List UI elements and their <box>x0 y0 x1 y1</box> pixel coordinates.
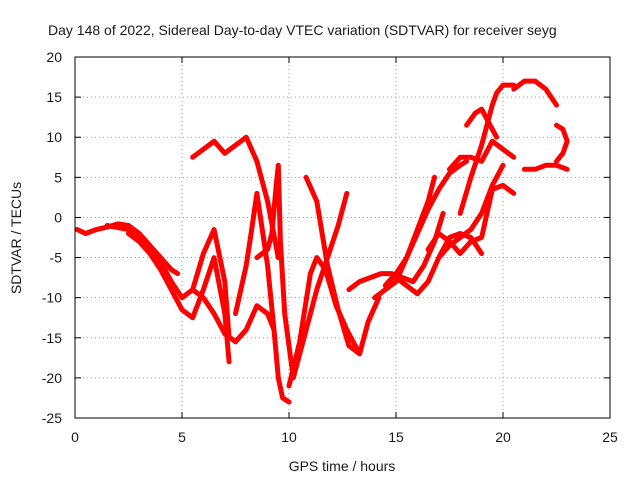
y-tick-label: 10 <box>46 129 62 145</box>
series-arc-21 <box>554 122 570 164</box>
x-tick-label: 20 <box>495 429 511 445</box>
y-tick-label: 5 <box>54 169 62 185</box>
series-arc-2 <box>104 223 232 341</box>
series-arc-19 <box>511 78 559 108</box>
chart-title: Day 148 of 2022, Sidereal Day-to-day VTE… <box>48 22 557 38</box>
x-tick-labels: 0 5 10 15 20 25 <box>71 429 618 445</box>
series-arc-14 <box>425 182 517 256</box>
x-tick-label: 5 <box>178 429 186 445</box>
series-arc-9 <box>303 174 382 357</box>
y-tick-label: -25 <box>42 410 62 426</box>
y-tick-label: -10 <box>42 290 62 306</box>
y-tick-label: 20 <box>46 49 62 65</box>
series-arc-1 <box>74 221 181 277</box>
series-arc-3 <box>126 231 232 365</box>
series-arc-15 <box>436 162 506 261</box>
x-tick-label: 0 <box>71 429 79 445</box>
y-tick-label: 0 <box>54 209 62 225</box>
grid-lines <box>75 57 610 418</box>
y-tick-labels: 20 15 10 5 0 -5 -10 -15 -20 -25 <box>42 49 62 426</box>
y-tick-label: -15 <box>42 330 62 346</box>
plot-frame <box>74 56 611 419</box>
series-arc-18 <box>464 106 500 140</box>
x-axis-label: GPS time / hours <box>289 458 396 474</box>
series-arc-17 <box>457 82 517 216</box>
series-arc-8 <box>286 255 363 389</box>
y-tick-label: -20 <box>42 370 62 386</box>
series-arc-20 <box>521 162 570 172</box>
x-tick-label: 10 <box>281 429 297 445</box>
y-tick-label: -5 <box>50 250 63 266</box>
y-axis-label: SDTVAR / TECUs <box>8 182 24 294</box>
axis-ticks <box>74 56 611 419</box>
series-arc-12 <box>382 174 437 289</box>
series-arc-16 <box>447 138 517 172</box>
x-tick-label: 25 <box>602 429 618 445</box>
series-arc-11 <box>372 158 470 301</box>
x-tick-label: 15 <box>388 429 404 445</box>
data-traces <box>74 78 570 405</box>
series-arc-4 <box>190 287 277 345</box>
y-tick-label: 15 <box>46 89 62 105</box>
series-arc-5 <box>190 134 281 261</box>
series-arc-6 <box>233 190 292 405</box>
